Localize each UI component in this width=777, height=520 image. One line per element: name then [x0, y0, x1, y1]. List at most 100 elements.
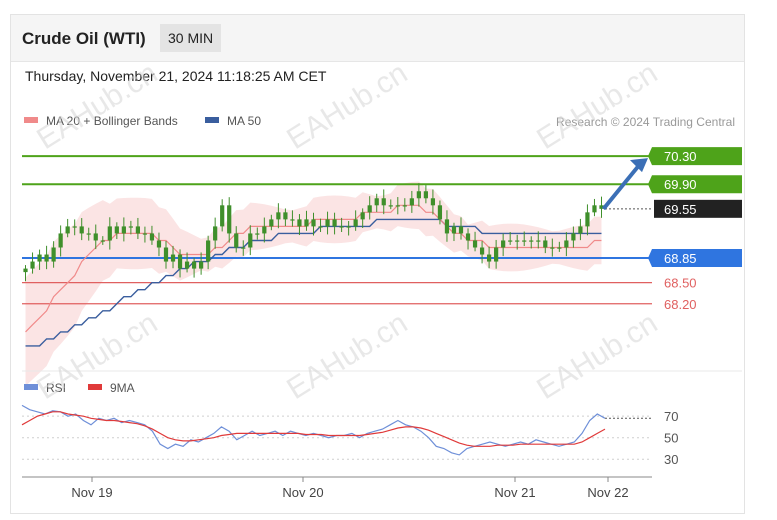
candle-body — [51, 247, 56, 262]
candle-body — [149, 233, 155, 241]
level-label-resistance: 69.90 — [664, 177, 697, 192]
candle-body — [156, 240, 162, 248]
candle-body — [430, 198, 436, 206]
candle-body — [121, 226, 126, 234]
candle-body — [213, 226, 218, 241]
candle-body — [276, 212, 281, 220]
candle-body — [163, 247, 169, 262]
candle-body — [220, 205, 225, 227]
candle-body — [444, 219, 450, 234]
resistance-box — [648, 175, 742, 194]
candle-body — [65, 226, 70, 234]
bollinger-band — [25, 181, 602, 386]
x-tick-label: Nov 20 — [282, 485, 323, 500]
candle-body — [177, 254, 183, 269]
candle-body — [283, 212, 288, 220]
rsi-tick-label: 70 — [664, 409, 678, 424]
candle-body — [255, 233, 260, 235]
candle-body — [304, 219, 309, 227]
candle-body — [423, 191, 428, 199]
candle-body — [234, 233, 239, 248]
x-tick-label: Nov 21 — [494, 485, 535, 500]
candle-body — [297, 219, 302, 227]
candle-body — [346, 226, 351, 228]
candle-body — [416, 191, 421, 199]
candle-body — [191, 261, 197, 269]
candle-body — [536, 240, 541, 242]
legend-swatch — [88, 384, 102, 390]
candle-body — [248, 233, 253, 248]
legend-swatch — [205, 117, 219, 123]
candle-body — [107, 226, 112, 241]
candle-body — [135, 226, 141, 234]
candle-body — [86, 233, 91, 235]
candle-body — [564, 240, 569, 248]
candle-body — [37, 254, 42, 262]
candle-body — [529, 240, 534, 242]
rsi-tick-label: 30 — [664, 452, 678, 467]
candle-body — [571, 233, 576, 241]
candle-body — [325, 219, 330, 227]
candle-body — [360, 212, 365, 220]
forecast-arrow-head — [630, 158, 648, 173]
resistance-box — [648, 147, 742, 166]
candle-body — [269, 219, 274, 227]
candle-body — [479, 247, 485, 255]
pivot-box — [648, 249, 742, 268]
candle-body — [353, 219, 358, 227]
candle-body — [332, 219, 337, 227]
candle-body — [170, 254, 176, 262]
candle-body — [437, 205, 443, 220]
candle-body — [522, 240, 527, 242]
level-label-pivot: 68.85 — [664, 251, 697, 266]
instrument-title: Crude Oil (WTI) — [22, 29, 146, 48]
legend-swatch — [24, 117, 38, 123]
candle-body — [58, 233, 63, 248]
rsi-tick-label: 50 — [664, 431, 678, 446]
candle-body — [114, 226, 119, 234]
candle-body — [409, 198, 414, 206]
candle-body — [241, 247, 246, 249]
candle-body — [388, 205, 393, 207]
candle-body — [30, 261, 35, 269]
candle-body — [395, 205, 400, 207]
candle-body — [472, 240, 478, 248]
chart-datetime: Thursday, November 21, 2024 11:18:25 AM … — [25, 68, 327, 84]
forecast-arrow-line — [601, 162, 642, 211]
current-price-box — [654, 199, 742, 218]
candle-body — [262, 226, 267, 234]
legend-label: RSI — [46, 381, 66, 395]
candle-body — [402, 205, 407, 207]
candle-body — [494, 247, 499, 262]
candle-body — [465, 233, 471, 241]
legend-swatch — [24, 384, 38, 390]
level-label-resistance: 70.30 — [664, 149, 697, 164]
candle-body — [318, 226, 323, 228]
timeframe-badge[interactable]: 30 MIN — [160, 24, 222, 52]
candle-body — [290, 219, 295, 221]
candle-body — [142, 233, 148, 235]
candle-body — [451, 226, 457, 234]
candle-body — [128, 226, 133, 228]
candle-body — [374, 198, 379, 206]
candle-body — [578, 226, 583, 234]
candle-body — [486, 254, 492, 262]
candle-body — [557, 247, 562, 249]
legend-label: MA 50 — [227, 114, 261, 128]
level-label-current: 69.55 — [664, 202, 697, 217]
rsi-ma-line — [21, 411, 606, 447]
x-tick-label: Nov 19 — [71, 485, 112, 500]
candle-body — [23, 268, 28, 273]
candle-body — [592, 205, 597, 213]
candle-body — [184, 261, 190, 269]
rsi-line — [21, 404, 606, 456]
candle-body — [206, 240, 211, 262]
candle-body — [501, 240, 506, 248]
candle-body — [515, 240, 520, 242]
level-label-support: 68.20 — [664, 297, 697, 312]
candle-body — [585, 212, 590, 227]
candle-body — [199, 261, 204, 269]
candle-body — [79, 226, 84, 234]
candle-body — [550, 247, 555, 249]
